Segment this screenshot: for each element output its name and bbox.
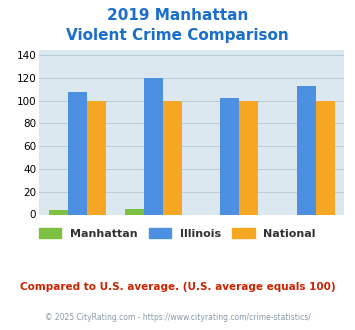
Legend: Manhattan, Illinois, National: Manhattan, Illinois, National xyxy=(35,224,320,244)
Bar xyxy=(144,78,163,214)
Bar xyxy=(68,92,87,214)
Bar xyxy=(239,101,258,214)
Bar xyxy=(125,209,144,215)
Text: © 2025 CityRating.com - https://www.cityrating.com/crime-statistics/: © 2025 CityRating.com - https://www.city… xyxy=(45,313,310,322)
Text: Compared to U.S. average. (U.S. average equals 100): Compared to U.S. average. (U.S. average … xyxy=(20,282,335,292)
Bar xyxy=(87,101,106,214)
Bar xyxy=(316,101,335,214)
Text: Violent Crime Comparison: Violent Crime Comparison xyxy=(66,28,289,43)
Bar xyxy=(220,98,239,214)
Bar xyxy=(49,210,68,214)
Text: 2019 Manhattan: 2019 Manhattan xyxy=(107,8,248,23)
Bar xyxy=(163,101,182,214)
Bar xyxy=(297,86,316,214)
